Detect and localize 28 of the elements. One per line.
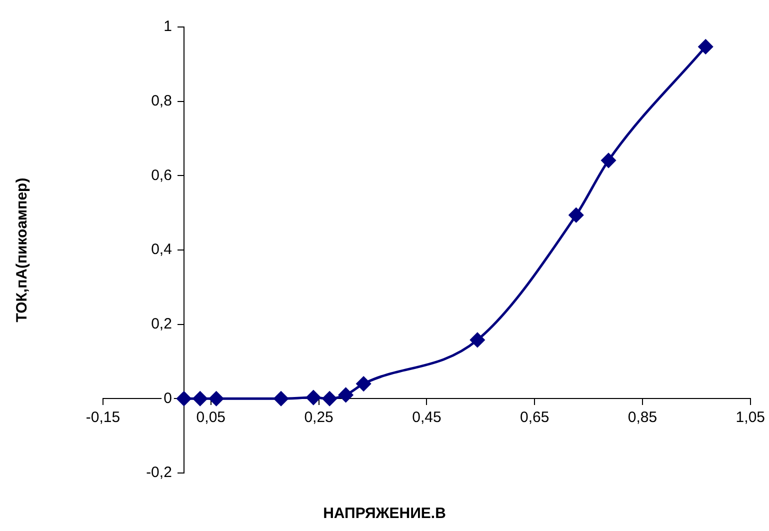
x-tick-label: 0,85 <box>628 408 658 426</box>
y-tick-label: 0,4 <box>151 241 172 258</box>
point <box>274 391 288 406</box>
y-tick-label: -0,2 <box>146 464 172 482</box>
point <box>698 39 713 54</box>
point <box>568 208 584 222</box>
y-axis-title: ТОК,пА(пикоампер) <box>14 178 30 322</box>
point <box>470 332 485 348</box>
y-tick-label: 0,6 <box>151 166 172 184</box>
x-axis-title: НАПРЯЖЕНИЕ.В <box>322 505 447 522</box>
y-tick-label: 0,8 <box>151 92 172 110</box>
point <box>192 391 208 406</box>
point <box>338 388 354 402</box>
x-tick-label: 0,05 <box>196 408 226 426</box>
point <box>322 391 337 406</box>
point <box>356 376 371 392</box>
x-tick-label: 0,65 <box>520 408 550 426</box>
x-tick-label: 0,45 <box>412 408 442 426</box>
x-tick-label: 0,25 <box>304 408 334 426</box>
point <box>306 390 321 405</box>
y-tick-label: 1 <box>164 18 172 36</box>
y-tick-label: 0 <box>164 390 172 407</box>
point <box>209 391 224 406</box>
point <box>176 391 192 406</box>
y-tick-label: 0,2 <box>151 315 172 332</box>
x-tick-label: 1,05 <box>736 408 766 426</box>
point <box>601 153 616 168</box>
x-tick-label: -0,15 <box>86 408 120 426</box>
